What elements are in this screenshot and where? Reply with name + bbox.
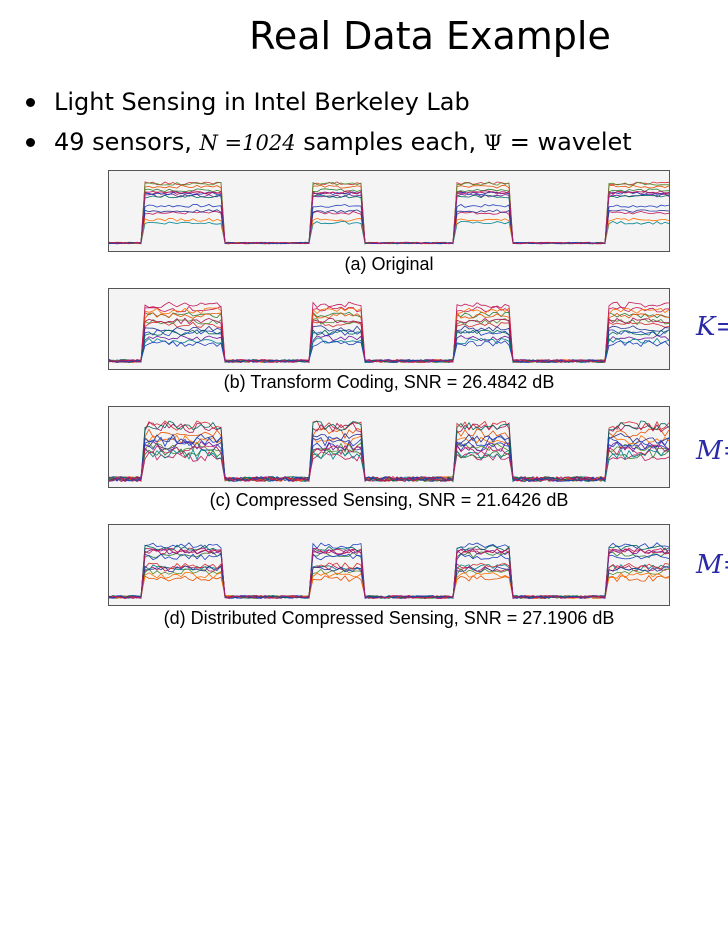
sensor-trace [109,420,669,482]
psi-symbol: Ψ [483,131,503,155]
sensor-trace [109,565,669,599]
figure-panel-original: (a) Original [100,170,678,288]
sensor-trace [109,574,669,599]
signal-plot [108,524,670,606]
sensor-trace [109,317,669,364]
sensor-trace [109,194,669,245]
sensor-trace [109,190,669,245]
panel-caption: (b) Transform Coding, SNR = 26.4842 dB [223,372,555,392]
panel-caption: (d) Distributed Compressed Sensing, SNR … [163,608,615,628]
sensor-trace [109,572,669,600]
sensor-trace [109,190,669,245]
sensor-trace [109,568,669,599]
bullet-text-middle: samples each, [295,128,484,156]
light-sensing-figure: (a) Original (b) Transform Coding, SNR =… [100,170,678,640]
sensor-trace [109,220,669,245]
sensor-trace [109,217,669,245]
panel-caption: (a) Original [344,254,434,274]
sensor-trace [109,436,669,482]
bullet-text: Light Sensing in Intel Berkeley Lab [54,88,470,116]
sensor-trace [109,188,669,245]
sensor-trace [109,203,669,245]
sensor-trace [109,553,669,599]
sensor-trace [109,337,669,363]
side-label-m: M= [696,550,728,580]
sensor-trace [109,209,669,245]
bullet-text-end: = wavelet [502,128,632,156]
panel-caption: (c) Compressed Sensing, SNR = 21.6426 dB [209,490,569,510]
sensor-trace [109,427,669,482]
signal-plot [108,170,670,252]
bullet-item: 49 sensors, N =1024 samples each, Ψ = wa… [24,122,632,163]
sensor-trace [109,422,669,483]
figure-panel-compressed-sensing: (c) Compressed Sensing, SNR = 21.6426 dB [100,406,678,524]
signal-plot [108,288,670,370]
sensor-trace [109,325,669,363]
bullet-item: Light Sensing in Intel Berkeley Lab [24,82,632,122]
sensor-trace [109,551,669,599]
sensor-trace [109,444,669,483]
signal-plot [108,406,670,488]
sensor-trace [109,191,669,245]
sample-count-math: N =1024 [199,131,296,155]
sensor-trace [109,420,669,482]
sensor-trace [109,328,669,363]
figure-panel-distributed-cs: (d) Distributed Compressed Sensing, SNR … [100,524,678,642]
sensor-trace [109,547,669,599]
side-label-k: K= [696,312,728,342]
bullet-text-start: 49 sensors, [54,128,200,156]
sensor-trace [109,210,669,245]
sensor-trace [109,334,669,363]
sensor-trace [109,181,669,245]
sensor-trace [109,305,669,363]
sensor-trace [109,301,669,363]
sensor-trace [109,544,669,599]
sensor-trace [109,329,669,363]
figure-panel-transform-coding: (b) Transform Coding, SNR = 26.4842 dB [100,288,678,406]
side-label-m: M= [696,436,728,466]
bullet-list: Light Sensing in Intel Berkeley Lab 49 s… [24,82,632,163]
slide-title: Real Data Example [249,14,611,58]
sensor-trace [109,432,669,482]
